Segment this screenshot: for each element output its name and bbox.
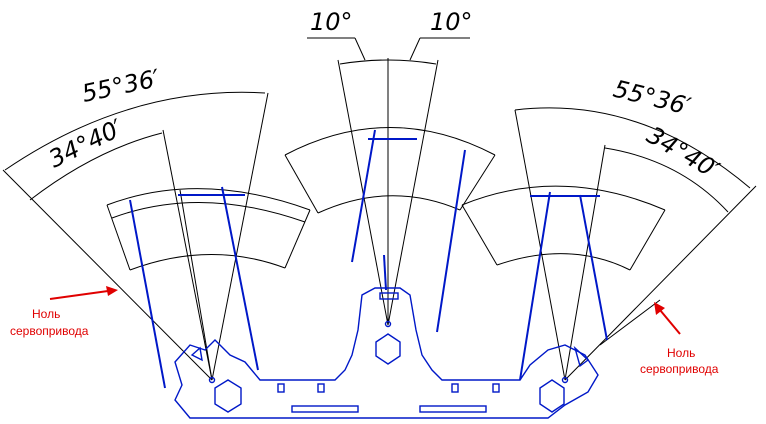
left-leg-range [2,91,311,389]
right-arrow-head [654,302,665,315]
center-leg-range [284,37,496,333]
left-note-line2: сервопривода [10,324,89,338]
right-note-line2: сервопривода [640,362,719,376]
dim-right-outer: 55°36′ [611,75,695,121]
right-servo-zero-note: Ноль сервопривода [640,302,719,376]
dim-left-outer: 55°36′ [79,64,162,108]
dim-left-inner: 34°40′ [44,114,127,174]
left-note-arrow [49,290,109,300]
left-servo-zero-note: Ноль сервопривода [10,286,118,338]
right-leg-range [461,107,757,381]
left-note-line1: Ноль [32,307,60,321]
base-plate [174,287,599,419]
left-arrow-head [106,286,118,296]
dim-center-left: 10° [310,8,353,36]
right-note-arrow [659,309,681,335]
right-note-line1: Ноль [667,346,695,360]
dim-center-right: 10° [430,8,473,36]
